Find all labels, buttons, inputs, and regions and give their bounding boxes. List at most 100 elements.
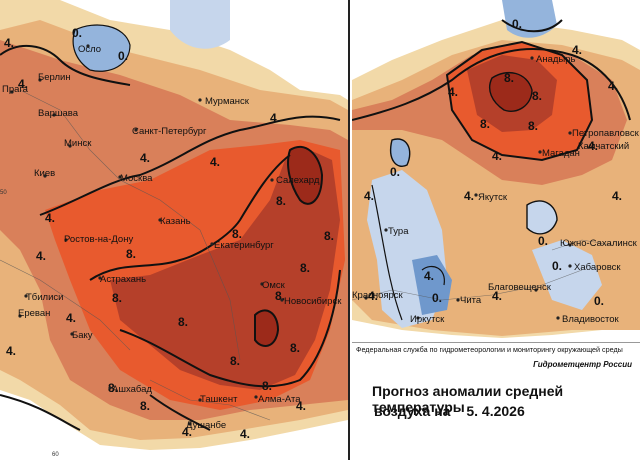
anomaly-8-plus-area: [110, 150, 340, 390]
city-label-rostov: Ростов-на-Дону: [64, 234, 133, 245]
cities-west: Осло Берлин Прага Варшава Мурманск Санкт…: [2, 44, 342, 431]
city-label-blagoveshchensk: Благовещенск: [488, 282, 552, 293]
cold-anomaly-north: [170, 0, 230, 49]
iso-label: 8.: [112, 291, 122, 305]
iso-label: 0.: [118, 49, 128, 63]
anomaly-10-core-east: [489, 72, 532, 112]
city-label-praga: Прага: [2, 84, 29, 95]
forecast-title: Прогноз аномалии средней температуры: [372, 383, 564, 415]
isoline-4-central-asia: [149, 394, 211, 431]
iso-label: 0.: [538, 234, 548, 248]
iso-label: 8.: [178, 315, 188, 329]
borders-west: [0, 89, 271, 421]
cold-anomaly-center-east: [527, 200, 557, 234]
iso-label: 8.: [232, 227, 242, 241]
iso-label: 4.: [66, 311, 76, 325]
isoline-4-south: [0, 394, 81, 431]
iso-label: 4.: [240, 427, 250, 441]
city-label-salekhard: Салехард: [276, 175, 320, 186]
city-label-khabarovsk: Хабаровск: [574, 262, 621, 273]
forecast-subtitle-line: воздуха на 5. 4.2026: [374, 403, 525, 419]
city-label-petropavlovsk: Петропавловск: [572, 128, 640, 139]
isoline-labels-west: 4. 0. 0. 4. 4. 4. 4. 4. 8. 8. 8. 8. 8. 8…: [4, 26, 334, 441]
isoline-4-east-main: [352, 48, 631, 121]
iso-label: 8.: [532, 89, 542, 103]
map-east-svg: 0. 4. 4. 8. 8. 8. 8. 4. 4. 0. 0. 4. 0. 4…: [352, 0, 640, 342]
city-label-murmansk: Мурманск: [205, 96, 250, 107]
map-panel-west: 4. 0. 0. 4. 4. 4. 4. 4. 8. 8. 8. 8. 8. 8…: [0, 0, 350, 460]
isoline-4-irkutsk: [421, 265, 445, 286]
iso-label: 4.: [492, 149, 502, 163]
anomaly-10-core-south: [255, 310, 278, 346]
forecast-info-box: Федеральная служба по гидрометеорологии …: [352, 343, 640, 460]
isolines-west: [0, 24, 341, 431]
city-label-krasnoyarsk: Красноярск: [352, 290, 404, 301]
iso-label: 4.: [140, 151, 150, 165]
cold-anomaly-nw: [390, 139, 410, 167]
iso-label: 8.: [140, 399, 150, 413]
city-label-novosibirsk: Новосибирск: [284, 296, 342, 307]
iso-label: 4.: [464, 189, 474, 203]
city-label-tbilisi: Тбилиси: [26, 292, 63, 303]
city-label-astrakhan: Астрахань: [100, 274, 146, 285]
iso-label: 8.: [324, 229, 334, 243]
city-label-erevan: Ереван: [18, 308, 50, 319]
forecast-date: 5. 4.2026: [466, 403, 525, 419]
city-label-ekaterinburg: Екатеринбург: [214, 240, 274, 251]
isoline-8-east: [445, 40, 594, 162]
city-label-irkutsk: Иркутск: [410, 314, 445, 325]
city-label-chita: Чита: [460, 295, 482, 306]
iso-label: 8.: [504, 71, 514, 85]
city-label-tura: Тура: [388, 226, 409, 237]
iso-label: 8.: [528, 119, 538, 133]
cold-anomaly-se: [532, 240, 602, 310]
agency-name: Федеральная служба по гидрометеорологии …: [356, 345, 623, 354]
city-label-minsk: Минск: [64, 138, 92, 149]
edge-mark: 50: [0, 190, 7, 196]
iso-label: 4.: [588, 139, 598, 153]
city-label-kiev: Киев: [34, 168, 55, 179]
isoline-0-oslo: [72, 24, 131, 72]
iso-label: 4.: [492, 289, 502, 303]
city-label-ashkhabad: Ашхабад: [112, 384, 152, 395]
iso-label: 8.: [108, 381, 118, 395]
city-label-omsk: Омск: [262, 280, 286, 291]
iso-label: 4.: [45, 211, 55, 225]
city-label-magadan: Магадан: [542, 148, 580, 159]
cities-east: Анадырь Петропавловск Камчатский Магадан…: [352, 54, 640, 325]
iso-label: 4.: [448, 85, 458, 99]
iso-label: 4.: [608, 79, 618, 93]
isoline-8-south: [119, 269, 341, 388]
isolines-east: [352, 19, 631, 321]
iso-label: 4.: [18, 77, 28, 91]
center-name: Гидрометцентр России: [533, 360, 632, 369]
isoline-4-main: [39, 115, 341, 216]
iso-label: 4.: [368, 289, 378, 303]
map-west-svg: 4. 0. 0. 4. 4. 4. 4. 4. 8. 8. 8. 8. 8. 8…: [0, 0, 348, 450]
iso-label: 4.: [182, 425, 192, 439]
city-label-tashkent: Ташкент: [200, 394, 238, 405]
iso-label: 0.: [390, 165, 400, 179]
isoline-8-novosibirsk: [254, 309, 280, 347]
iso-label: 8.: [290, 341, 300, 355]
iso-label: 4.: [4, 36, 14, 50]
city-label-varshava: Варшава: [38, 108, 79, 119]
city-label-kamchatsky: Камчатский: [578, 141, 629, 152]
iso-label: 4.: [424, 269, 434, 283]
iso-label: 8.: [262, 379, 272, 393]
iso-label: 8.: [275, 289, 285, 303]
city-label-yakutsk: Якутск: [478, 192, 508, 203]
cold-anomaly-oslo: [73, 25, 130, 72]
iso-label: 8.: [300, 261, 310, 275]
isoline-8-salekhard: [287, 145, 324, 205]
iso-label: 8.: [126, 247, 136, 261]
isoline-4-north: [0, 44, 131, 86]
city-label-spb: Санкт-Петербург: [132, 126, 207, 137]
edge-mark: 60: [52, 452, 59, 458]
isoline-labels-east: 0. 4. 4. 8. 8. 8. 8. 4. 4. 0. 0. 4. 0. 4…: [364, 17, 622, 308]
city-label-dushanbe: Душанбе: [186, 420, 226, 431]
isoline-8-west: [89, 154, 291, 281]
iso-label: 8.: [480, 117, 490, 131]
iso-label: 0.: [594, 294, 604, 308]
iso-label: 8.: [276, 194, 286, 208]
